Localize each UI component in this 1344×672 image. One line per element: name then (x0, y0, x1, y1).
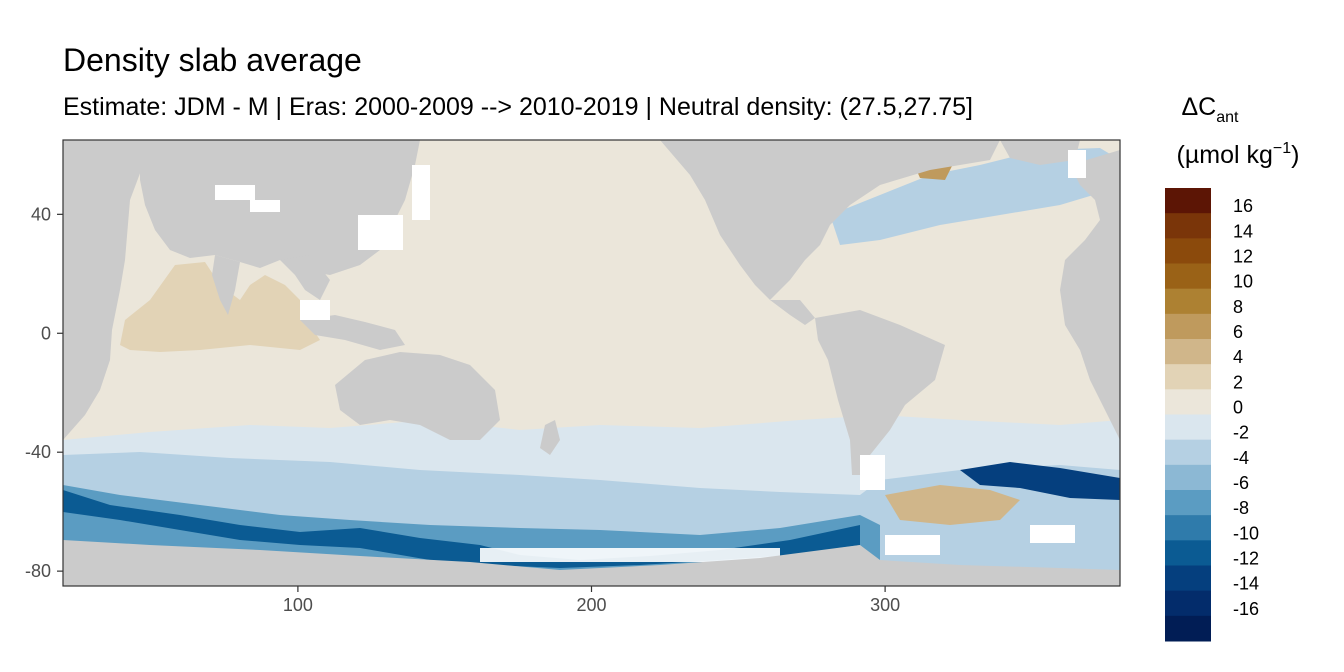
chart-subtitle: Estimate: JDM - M | Eras: 2000-2009 --> … (63, 93, 973, 121)
legend-label: 6 (1233, 322, 1243, 342)
legend-label: 4 (1233, 347, 1243, 367)
legend-swatch (1165, 263, 1211, 290)
antarctic-margin (63, 490, 860, 568)
legend-swatch (1165, 339, 1211, 365)
legend-swatch (1165, 389, 1211, 415)
x-tick-label: 300 (870, 595, 900, 615)
legend-label: 14 (1233, 221, 1253, 241)
legend-label: 12 (1233, 247, 1253, 267)
legend: 16 14 12 10 8 6 4 2 0 -2 -4 -6 -8 -10 -12 -14 -16 ΔCant (µ… (1165, 93, 1299, 642)
legend-label: -4 (1233, 448, 1249, 468)
map-layer (63, 140, 1120, 586)
india-land (212, 255, 240, 315)
legend-swatch (1165, 188, 1211, 214)
legend-unit-exp: −1 (1273, 140, 1291, 157)
australia-land (335, 352, 500, 440)
indian-ocean-region (120, 262, 320, 352)
legend-swatch (1165, 414, 1211, 441)
new-zealand-land (540, 420, 560, 455)
legend-swatch (1165, 313, 1211, 340)
legend-swatch (1165, 464, 1211, 491)
x-tick-label: 200 (576, 595, 606, 615)
legend-label: -8 (1233, 498, 1249, 518)
legend-swatch (1165, 515, 1211, 541)
indochina-land (280, 255, 330, 300)
legend-swatch (1165, 615, 1211, 642)
chart-title: Density slab average (63, 42, 362, 78)
legend-label: -2 (1233, 423, 1249, 443)
north-america-land (660, 140, 1000, 300)
legend-label: -10 (1233, 523, 1259, 543)
greenland-land (1000, 140, 1080, 165)
legend-swatch (1165, 590, 1211, 617)
y-tick-label: 40 (31, 204, 51, 224)
y-tick-label: -40 (25, 442, 51, 462)
south-atlantic-patch (885, 485, 1020, 525)
legend-swatch (1165, 364, 1211, 390)
legend-label: 0 (1233, 398, 1243, 418)
legend-label: -14 (1233, 574, 1259, 594)
legend-label: 16 (1233, 196, 1253, 216)
legend-swatch (1165, 490, 1211, 516)
central-america-land (770, 300, 815, 325)
south-america-land (815, 310, 945, 475)
indonesia-land (300, 315, 405, 350)
y-tick-label: 0 (41, 323, 51, 343)
europe-africa-east-land (1060, 150, 1120, 440)
legend-label: 10 (1233, 272, 1253, 292)
legend-swatch (1165, 540, 1211, 566)
legend-label: -12 (1233, 549, 1259, 569)
legend-label: 2 (1233, 372, 1243, 392)
legend-label: 8 (1233, 297, 1243, 317)
y-tick-label: -80 (25, 561, 51, 581)
legend-title: ΔCant (1181, 93, 1239, 126)
legend-unit: (µmol kg−1) (1177, 140, 1300, 169)
legend-title-sub: ant (1216, 109, 1239, 126)
africa-land (63, 140, 145, 440)
legend-unit-close: ) (1291, 141, 1299, 169)
legend-swatch (1165, 238, 1211, 264)
legend-swatch (1165, 565, 1211, 592)
x-tick-label: 100 (283, 595, 313, 615)
no-data-shelf (480, 548, 780, 562)
weddell-sector (960, 462, 1120, 500)
legend-label: -16 (1233, 599, 1259, 619)
legend-swatch (1165, 288, 1211, 315)
legend-label: -6 (1233, 473, 1249, 493)
no-data-patches (215, 150, 1086, 555)
subpolar-north-atlantic (830, 148, 1120, 245)
legend-swatch (1165, 213, 1211, 239)
land-layer (63, 140, 1120, 586)
legend-unit-text: (µmol kg (1177, 141, 1273, 169)
legend-title-main: ΔC (1181, 93, 1216, 121)
antarctica-land (63, 540, 1120, 586)
legend-swatch (1165, 439, 1211, 466)
